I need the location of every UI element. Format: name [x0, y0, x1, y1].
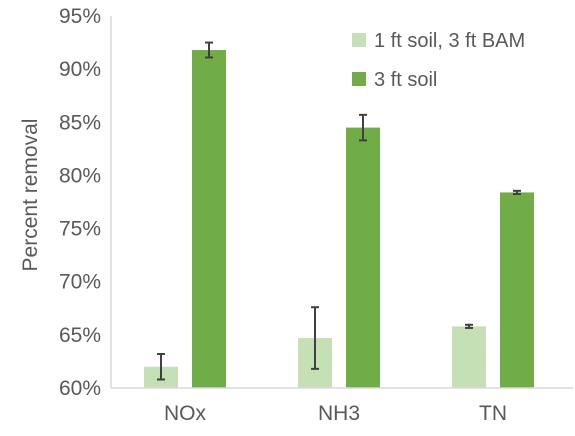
y-tick-label: 65%	[59, 324, 101, 347]
x-axis-ticks: NOx NH3 TN	[164, 402, 507, 425]
legend: 1 ft soil, 3 ft BAM 3 ft soil	[352, 30, 525, 91]
x-tick-label: NH3	[318, 402, 360, 425]
y-tick-label: 75%	[59, 218, 101, 241]
error-bar-tn-series-1	[465, 323, 473, 329]
bar-tn-series-1	[452, 326, 486, 388]
y-tick-label: 70%	[59, 271, 101, 294]
y-tick-label: 85%	[59, 111, 101, 134]
legend-swatch-series-1	[352, 33, 366, 47]
y-tick-label: 90%	[59, 58, 101, 81]
legend-label-series-1: 1 ft soil, 3 ft BAM	[374, 30, 525, 52]
x-tick-label: NOx	[164, 402, 207, 425]
axes	[110, 16, 573, 389]
bar-nh3-series-2	[346, 127, 380, 388]
bar-nox-series-2	[192, 50, 226, 389]
error-bar-nox-series-1	[157, 352, 165, 381]
x-tick-label: TN	[479, 402, 507, 425]
error-bar-tn-series-2	[513, 189, 521, 196]
bar-tn-series-2	[500, 192, 534, 388]
y-axis-ticks: 60% 65% 70% 75% 80% 85% 90% 95%	[59, 5, 101, 400]
error-bar-nox-series-2	[205, 41, 213, 59]
error-bar-nh3-series-1	[311, 306, 319, 370]
y-tick-label: 80%	[59, 164, 101, 187]
y-tick-label: 95%	[59, 5, 101, 28]
bars	[144, 41, 534, 389]
legend-swatch-series-2	[352, 72, 366, 86]
y-axis-label: Percent removal	[19, 119, 42, 272]
legend-label-series-2: 3 ft soil	[374, 69, 437, 91]
error-bar-nh3-series-2	[359, 113, 367, 142]
y-tick-label: 60%	[59, 377, 101, 400]
